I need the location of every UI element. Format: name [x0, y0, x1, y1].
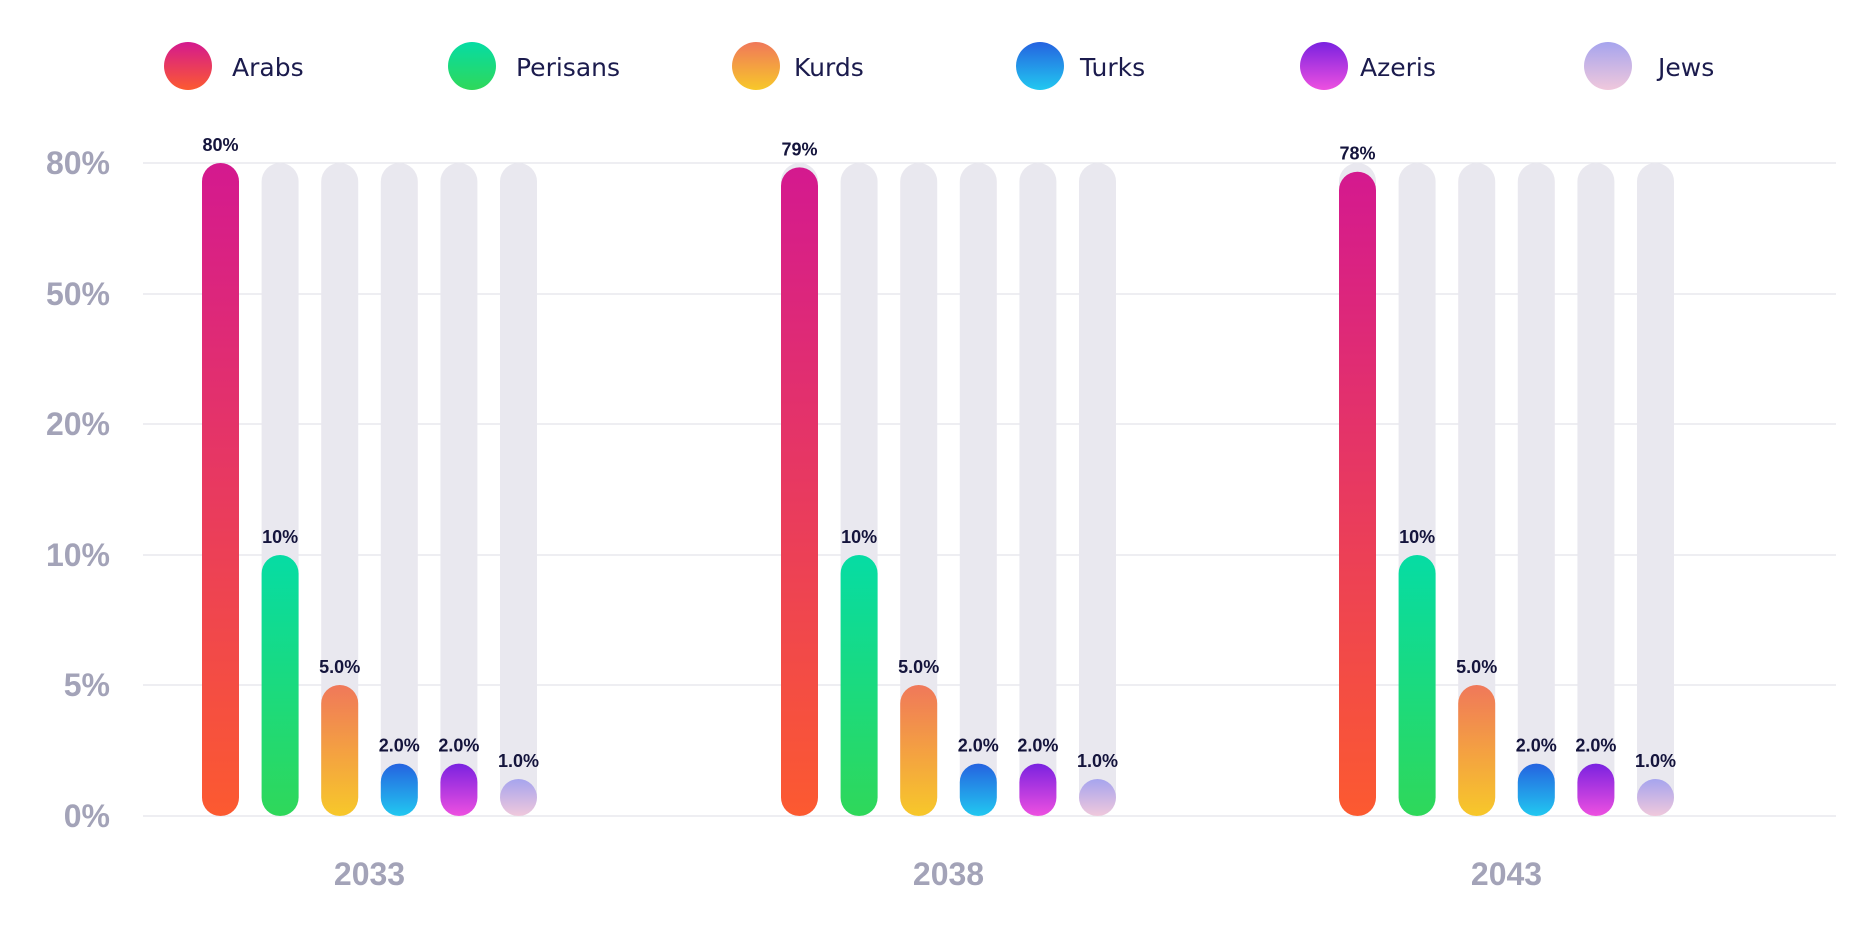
- value-label-arabs-2038: 79%: [781, 139, 817, 159]
- legend-label-arabs: Arabs: [232, 53, 304, 82]
- legend-swatch-kurds: [732, 42, 780, 90]
- y-axis: 0% 5% 10% 20% 50% 80%: [46, 145, 110, 834]
- bar-track: [1577, 163, 1615, 816]
- bar-kurds-2033: [321, 685, 359, 816]
- y-tick-label: 50%: [46, 276, 110, 312]
- value-label-arabs-2033: 80%: [202, 135, 238, 155]
- legend-swatch-arabs: [164, 42, 212, 90]
- x-tick-label-2043: 2043: [1471, 856, 1542, 892]
- bar-track: [1019, 163, 1057, 816]
- value-label-turks-2038: 2.0%: [958, 736, 999, 756]
- legend-label-turks: Turks: [1079, 53, 1145, 82]
- value-label-arabs-2043: 78%: [1339, 144, 1375, 164]
- value-label-turks-2043: 2.0%: [1516, 736, 1557, 756]
- value-label-perisans-2043: 10%: [1399, 527, 1435, 547]
- legend-swatch-jews: [1584, 42, 1632, 90]
- bar-track: [900, 163, 938, 816]
- bar-track: [959, 163, 997, 816]
- bar-jews-2038: [1079, 779, 1116, 816]
- bar-track: [321, 163, 359, 816]
- y-tick-label: 10%: [46, 537, 110, 573]
- x-tick-label-2038: 2038: [913, 856, 984, 892]
- legend-label-azeris: Azeris: [1360, 53, 1436, 82]
- value-label-kurds-2043: 5.0%: [1456, 657, 1497, 677]
- value-labels: 80% 10% 5.0% 2.0% 2.0% 1.0% 79% 10% 5.0% 2.0% 2.0%…: [202, 135, 1676, 771]
- value-label-perisans-2033: 10%: [262, 527, 298, 547]
- legend-label-jews: Jews: [1656, 53, 1714, 82]
- legend-swatch-turks: [1016, 42, 1064, 90]
- bar-track: [380, 163, 418, 816]
- bar-track: [1458, 163, 1496, 816]
- x-axis: 2033 2038 2043: [334, 856, 1542, 892]
- bar-perisans-2033: [261, 555, 299, 816]
- value-label-turks-2033: 2.0%: [379, 736, 420, 756]
- y-tick-label: 20%: [46, 406, 110, 442]
- value-label-azeris-2043: 2.0%: [1575, 736, 1616, 756]
- legend-swatch-perisans: [448, 42, 496, 90]
- legend-label-perisans: Perisans: [516, 53, 620, 82]
- bar-track: [500, 163, 537, 816]
- bar-perisans-2038: [840, 555, 878, 816]
- y-tick-label: 80%: [46, 145, 110, 181]
- bar-azeris-2038: [1019, 763, 1057, 816]
- bar-track: [1637, 163, 1674, 816]
- legend: Arabs Perisans Kurds Turks Azeris Jews: [164, 42, 1714, 90]
- bar-jews-2033: [500, 779, 537, 816]
- bar-turks-2043: [1517, 763, 1555, 816]
- bar-kurds-2043: [1458, 685, 1496, 816]
- bar-tracks: [202, 163, 1674, 816]
- value-label-kurds-2038: 5.0%: [898, 657, 939, 677]
- x-tick-label-2033: 2033: [334, 856, 405, 892]
- y-tick-label: 5%: [64, 667, 110, 703]
- legend-swatch-azeris: [1300, 42, 1348, 90]
- value-label-kurds-2033: 5.0%: [319, 657, 360, 677]
- bar-arabs-2033: [202, 163, 239, 816]
- value-label-azeris-2033: 2.0%: [438, 736, 479, 756]
- bar-track: [1517, 163, 1555, 816]
- bar-kurds-2038: [900, 685, 938, 816]
- bar-jews-2043: [1637, 779, 1674, 816]
- bar-turks-2033: [380, 763, 418, 816]
- bar-azeris-2043: [1577, 763, 1615, 816]
- value-label-jews-2033: 1.0%: [498, 751, 539, 771]
- bars: [202, 163, 1674, 816]
- y-tick-label: 0%: [64, 798, 110, 834]
- legend-label-kurds: Kurds: [794, 53, 864, 82]
- bar-track: [1079, 163, 1116, 816]
- bar-arabs-2043: [1339, 171, 1376, 816]
- value-label-jews-2038: 1.0%: [1077, 751, 1118, 771]
- bar-azeris-2033: [440, 763, 478, 816]
- bar-turks-2038: [959, 763, 997, 816]
- value-label-perisans-2038: 10%: [841, 527, 877, 547]
- value-label-jews-2043: 1.0%: [1635, 751, 1676, 771]
- bar-track: [440, 163, 478, 816]
- value-label-azeris-2038: 2.0%: [1017, 736, 1058, 756]
- bar-perisans-2043: [1398, 555, 1436, 816]
- bar-arabs-2038: [781, 167, 818, 816]
